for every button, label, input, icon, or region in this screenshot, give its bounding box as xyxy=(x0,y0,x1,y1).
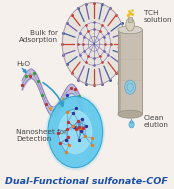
Circle shape xyxy=(46,94,105,170)
Polygon shape xyxy=(130,119,133,123)
Circle shape xyxy=(48,96,103,168)
Ellipse shape xyxy=(126,18,135,31)
Text: Bulk for
Adsorption: Bulk for Adsorption xyxy=(19,30,58,43)
Circle shape xyxy=(62,3,126,85)
Text: H₂O: H₂O xyxy=(16,61,30,67)
Text: Dual-Functional sulfonate-COF: Dual-Functional sulfonate-COF xyxy=(5,177,168,186)
FancyBboxPatch shape xyxy=(118,30,121,114)
FancyBboxPatch shape xyxy=(128,17,132,22)
Text: TCH
solution: TCH solution xyxy=(144,10,172,23)
FancyBboxPatch shape xyxy=(118,30,142,114)
Circle shape xyxy=(59,111,92,153)
Circle shape xyxy=(129,121,134,128)
Text: Clean
elution: Clean elution xyxy=(144,115,169,128)
Circle shape xyxy=(125,80,136,94)
Ellipse shape xyxy=(118,110,142,118)
Ellipse shape xyxy=(118,26,142,34)
Text: Nanosheet for
Detection: Nanosheet for Detection xyxy=(16,129,67,142)
